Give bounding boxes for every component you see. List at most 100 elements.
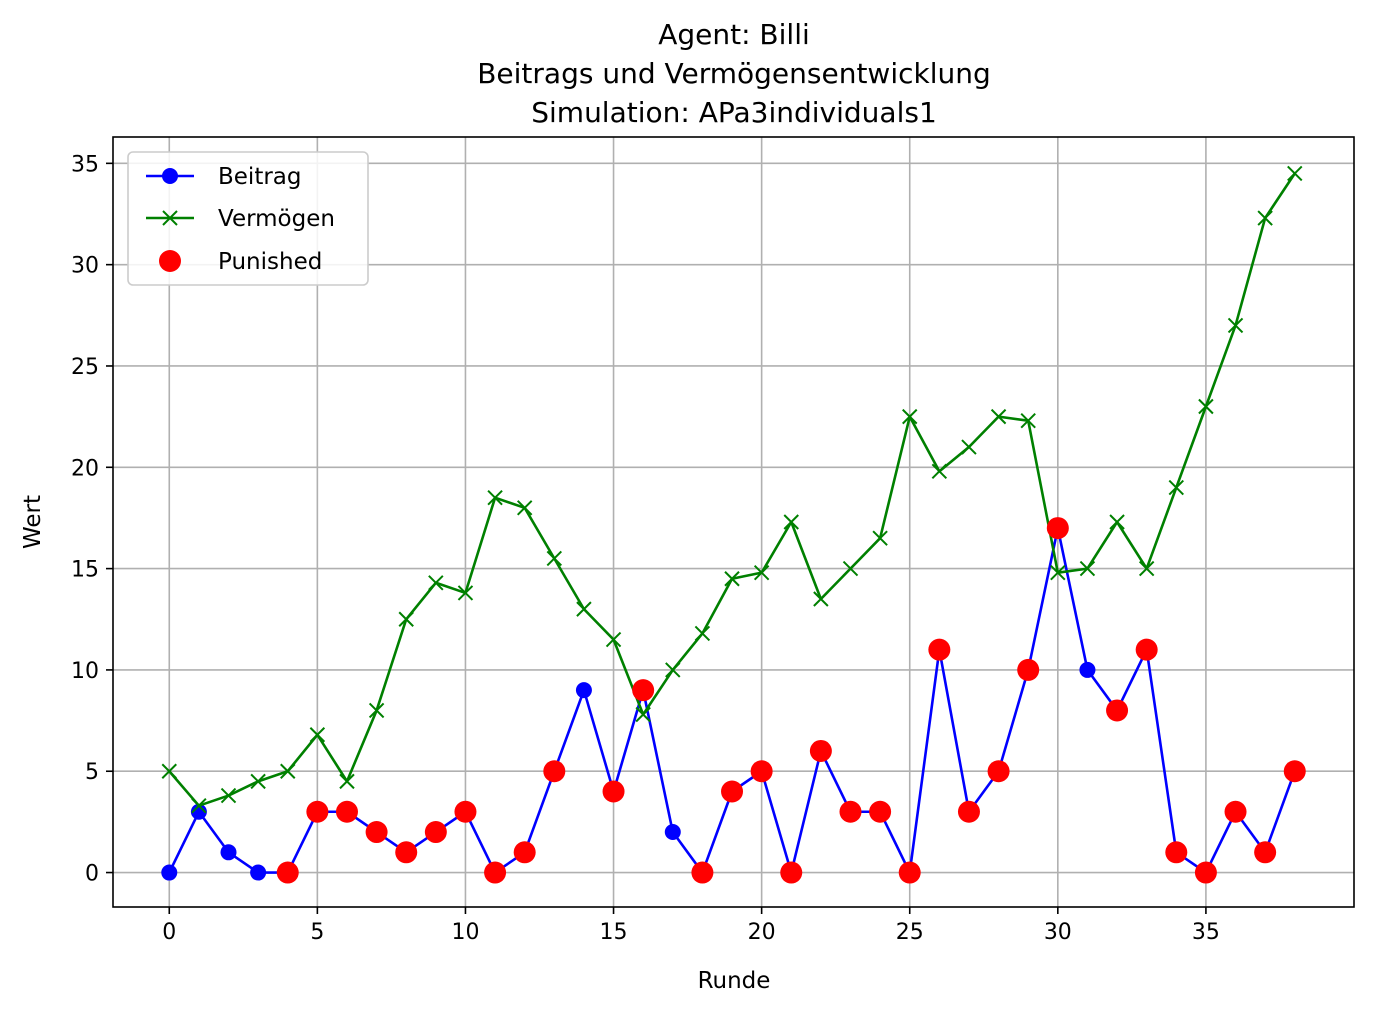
y-tick-label: 15 bbox=[71, 558, 99, 583]
legend-punished-label: Punished bbox=[218, 249, 322, 275]
data-point-vermoegen bbox=[161, 763, 177, 779]
data-point-punished bbox=[513, 841, 536, 864]
data-point-vermoegen bbox=[1287, 165, 1303, 182]
y-tick-label: 25 bbox=[71, 355, 99, 380]
data-point-vermoegen bbox=[309, 727, 326, 743]
data-point-vermoegen bbox=[546, 550, 563, 567]
data-point-vermoegen bbox=[605, 631, 622, 648]
data-point-beitrag bbox=[220, 844, 237, 861]
legend-box bbox=[127, 151, 369, 286]
y-tick-label: 10 bbox=[71, 659, 99, 684]
data-point-vermoegen bbox=[487, 489, 503, 506]
tick-layer: 0 5 10 15 20 25 30 35 0 5 10 15 20 25 30 35 bbox=[71, 152, 1220, 945]
data-point-vermoegen bbox=[1227, 317, 1244, 334]
y-tick-label: 5 bbox=[85, 760, 99, 785]
data-point-punished bbox=[987, 760, 1010, 783]
data-point-punished bbox=[1194, 861, 1217, 884]
data-point-vermoegen bbox=[665, 662, 681, 678]
data-point-vermoegen bbox=[220, 787, 237, 804]
data-point-vermoegen bbox=[694, 625, 711, 642]
data-point-punished bbox=[928, 638, 951, 661]
data-point-punished bbox=[898, 861, 921, 884]
data-point-punished bbox=[780, 861, 803, 884]
data-point-vermoegen bbox=[724, 571, 740, 587]
y-tick-label: 0 bbox=[85, 862, 99, 887]
data-point-vermoegen bbox=[428, 575, 444, 591]
data-point-punished bbox=[1224, 800, 1247, 823]
data-point-punished bbox=[839, 800, 862, 823]
chart-title-line-1: Agent: Billi bbox=[658, 18, 810, 51]
chart-title-line-2: Beitrags und Vermögensentwicklung bbox=[477, 57, 991, 90]
data-point-punished bbox=[602, 780, 625, 803]
data-point-punished bbox=[543, 760, 566, 783]
data-point-punished bbox=[276, 861, 299, 884]
data-point-punished bbox=[1283, 760, 1306, 783]
x-axis-label: Runde bbox=[698, 968, 771, 994]
data-point-punished bbox=[1135, 638, 1158, 661]
data-point-vermoegen bbox=[961, 439, 977, 455]
data-point-vermoegen bbox=[398, 611, 414, 627]
data-point-punished bbox=[691, 861, 714, 884]
data-point-punished bbox=[454, 800, 477, 823]
data-point-vermoegen bbox=[635, 706, 651, 723]
data-point-beitrag bbox=[575, 682, 592, 699]
y-tick-label: 30 bbox=[71, 254, 99, 279]
data-point-punished bbox=[1165, 841, 1188, 864]
data-point-vermoegen bbox=[516, 500, 533, 516]
data-point-punished bbox=[484, 861, 507, 884]
data-point-vermoegen bbox=[1020, 412, 1036, 429]
x-tick-label: 20 bbox=[748, 920, 776, 945]
data-point-punished bbox=[750, 760, 773, 783]
legend-vermoegen-label: Vermögen bbox=[218, 206, 335, 232]
data-point-vermoegen bbox=[842, 560, 859, 577]
x-tick-label: 35 bbox=[1192, 920, 1220, 945]
data-point-vermoegen bbox=[1198, 398, 1214, 415]
legend-beitrag-label: Beitrag bbox=[218, 164, 302, 190]
data-point-vermoegen bbox=[872, 530, 888, 546]
legend: Beitrag Vermögen Punished bbox=[127, 151, 369, 286]
data-point-vermoegen bbox=[783, 514, 799, 530]
data-point-vermoegen bbox=[457, 585, 474, 601]
chart-title-line-3: Simulation: APa3individuals1 bbox=[531, 96, 937, 129]
y-axis-label: Wert bbox=[20, 495, 46, 549]
x-tick-label: 0 bbox=[162, 920, 176, 945]
data-point-beitrag bbox=[1079, 661, 1096, 678]
data-point-vermoegen bbox=[990, 408, 1007, 425]
data-point-vermoegen bbox=[1109, 514, 1125, 530]
data-point-beitrag bbox=[161, 864, 178, 881]
data-point-punished bbox=[395, 841, 418, 864]
legend-beitrag-marker bbox=[162, 168, 178, 184]
x-tick-label: 30 bbox=[1044, 920, 1072, 945]
data-point-vermoegen bbox=[191, 797, 207, 814]
data-point-punished bbox=[957, 800, 980, 823]
data-point-beitrag bbox=[190, 803, 207, 820]
x-tick-label: 5 bbox=[310, 920, 324, 945]
data-point-vermoegen bbox=[368, 702, 385, 719]
data-point-vermoegen bbox=[1138, 560, 1155, 577]
data-point-punished bbox=[306, 800, 329, 823]
data-point-punished bbox=[632, 679, 655, 702]
data-point-vermoegen bbox=[339, 773, 355, 790]
data-point-punished bbox=[1106, 699, 1129, 722]
data-point-punished bbox=[1017, 658, 1040, 681]
data-point-vermoegen bbox=[813, 591, 829, 607]
data-point-punished bbox=[365, 821, 388, 844]
data-point-vermoegen bbox=[1257, 210, 1273, 226]
data-point-vermoegen bbox=[1079, 560, 1096, 577]
data-point-vermoegen bbox=[576, 601, 592, 617]
data-point-vermoegen bbox=[931, 463, 948, 480]
data-point-punished bbox=[1254, 841, 1277, 864]
data-point-vermoegen bbox=[1168, 479, 1184, 496]
data-point-vermoegen bbox=[902, 408, 918, 425]
plot-frame bbox=[112, 136, 1355, 908]
data-point-punished bbox=[335, 800, 358, 823]
x-tick-label: 25 bbox=[896, 920, 924, 945]
data-point-punished bbox=[424, 821, 447, 844]
data-point-vermoegen bbox=[250, 773, 266, 790]
y-tick-label: 20 bbox=[71, 456, 99, 481]
x-tick-label: 15 bbox=[600, 920, 628, 945]
plot-layer bbox=[161, 165, 1306, 884]
data-point-beitrag bbox=[664, 824, 681, 841]
data-point-punished bbox=[1046, 517, 1069, 540]
